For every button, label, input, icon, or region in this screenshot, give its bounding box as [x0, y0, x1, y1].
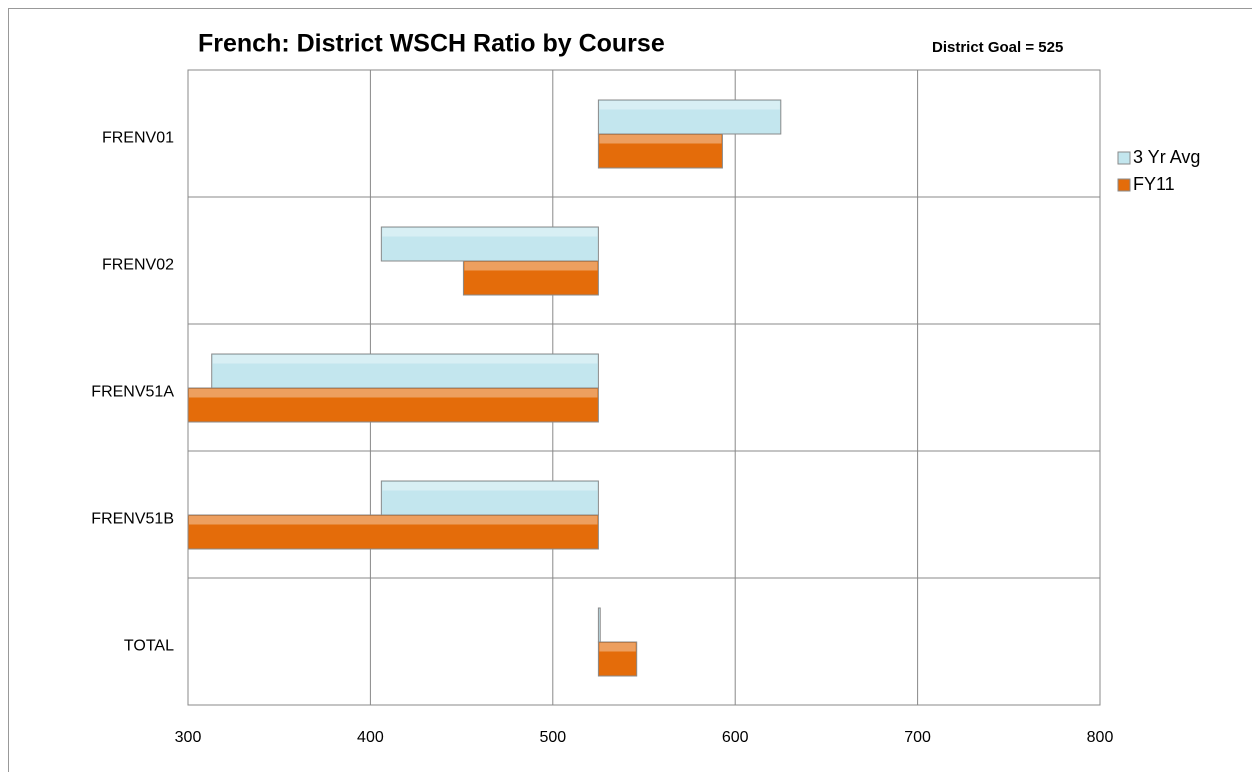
x-tick-label: 600	[722, 729, 749, 746]
y-tick-label: TOTAL	[124, 638, 174, 655]
x-tick-label: 800	[1087, 729, 1114, 746]
bar	[597, 607, 601, 643]
x-tick-label: 500	[539, 729, 566, 746]
legend-swatch	[1117, 151, 1131, 165]
bar-highlight	[599, 643, 636, 652]
legend-label: 3 Yr Avg	[1133, 147, 1200, 167]
bar-highlight	[382, 228, 598, 237]
y-tick-label: FRENV51B	[91, 511, 174, 528]
y-tick-label: FRENV02	[102, 257, 174, 274]
legend-label: FY11	[1133, 174, 1175, 194]
legend-swatch	[1117, 178, 1131, 192]
x-tick-label: 300	[175, 729, 202, 746]
bar-highlight	[464, 262, 598, 271]
bar-highlight	[189, 516, 598, 525]
chart-frame	[8, 8, 1252, 772]
bar	[597, 133, 723, 169]
bar	[597, 99, 782, 135]
y-tick-label: FRENV51A	[91, 384, 174, 401]
bar-highlight	[599, 135, 722, 144]
bar-highlight	[189, 389, 598, 398]
bar	[187, 514, 599, 550]
bar	[380, 226, 599, 262]
bar-highlight	[212, 355, 598, 364]
bar	[462, 260, 599, 296]
goal-annotation: District Goal = 525	[932, 39, 1063, 56]
x-tick-label: 400	[357, 729, 384, 746]
y-tick-label: FRENV01	[102, 130, 174, 147]
bar	[597, 641, 638, 677]
bar-highlight	[599, 101, 780, 110]
bar	[187, 387, 599, 423]
bar-highlight	[382, 482, 598, 491]
x-tick-label: 700	[904, 729, 931, 746]
chart-title: French: District WSCH Ratio by Course	[198, 30, 665, 58]
